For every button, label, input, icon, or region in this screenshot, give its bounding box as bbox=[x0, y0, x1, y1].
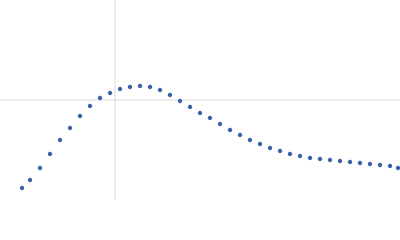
point bbox=[117, 86, 123, 92]
point bbox=[377, 162, 383, 168]
point bbox=[395, 165, 400, 171]
point bbox=[337, 158, 343, 164]
point bbox=[177, 98, 183, 104]
point bbox=[367, 161, 373, 167]
point bbox=[207, 115, 213, 121]
point bbox=[107, 90, 113, 96]
chart bbox=[0, 0, 400, 200]
point bbox=[137, 83, 143, 89]
page: {"chart_data": {"type": "scatter", "colo… bbox=[0, 0, 400, 200]
point bbox=[277, 148, 283, 154]
point bbox=[167, 92, 173, 98]
point bbox=[157, 87, 163, 93]
point bbox=[47, 151, 53, 157]
point bbox=[227, 127, 233, 133]
point bbox=[27, 177, 33, 183]
point bbox=[87, 103, 93, 109]
point bbox=[247, 137, 253, 143]
point bbox=[57, 137, 63, 143]
point bbox=[317, 156, 323, 162]
point bbox=[347, 159, 353, 165]
point bbox=[197, 110, 203, 116]
point bbox=[67, 125, 73, 131]
point bbox=[37, 165, 43, 171]
point bbox=[327, 157, 333, 163]
point bbox=[287, 151, 293, 157]
point bbox=[237, 132, 243, 138]
point bbox=[257, 141, 263, 147]
point bbox=[97, 95, 103, 101]
point bbox=[187, 104, 193, 110]
point bbox=[357, 160, 363, 166]
point bbox=[19, 185, 25, 191]
point bbox=[77, 113, 83, 119]
point bbox=[127, 84, 133, 90]
point bbox=[387, 163, 393, 169]
point bbox=[217, 121, 223, 127]
point bbox=[297, 153, 303, 159]
point bbox=[267, 145, 273, 151]
point bbox=[147, 84, 153, 90]
point bbox=[307, 155, 313, 161]
